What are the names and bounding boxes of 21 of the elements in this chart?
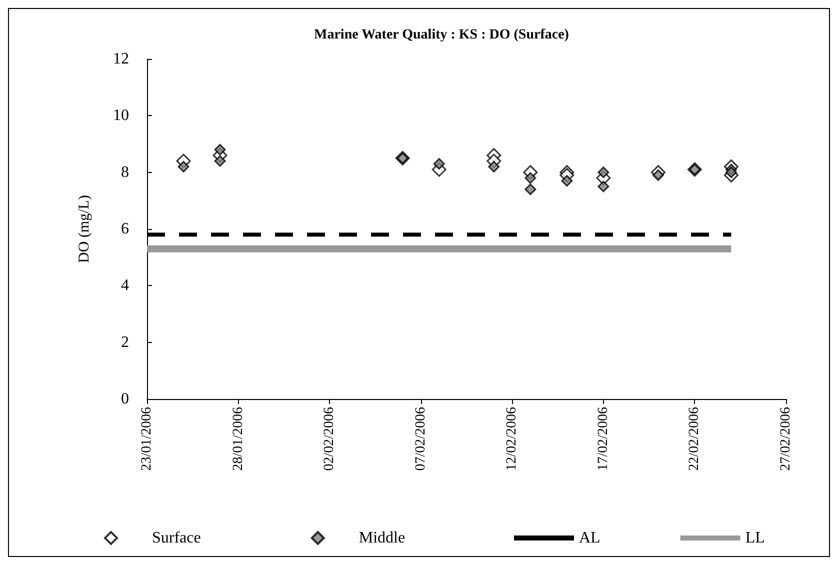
legend-label: LL (745, 530, 765, 546)
y-tick-label: 2 (121, 334, 129, 351)
x-tick-label: 28/01/2006 (230, 407, 246, 471)
legend-label: Middle (358, 530, 406, 546)
x-tick-label: 02/02/2006 (322, 407, 338, 471)
y-tick-label: 6 (121, 220, 129, 238)
y-tick-label: 0 (121, 390, 129, 408)
x-tick-label: 17/02/2006 (596, 407, 611, 471)
x-tick-label: 27/02/2006 (778, 407, 794, 471)
legend-label: AL (579, 530, 600, 546)
y-tick-label: 12 (113, 50, 129, 68)
y-tick-label: 10 (113, 107, 129, 124)
y-tick-label: 4 (121, 277, 129, 294)
x-tick-label: 07/02/2006 (413, 407, 428, 471)
legend-label: Surface (152, 530, 201, 546)
chart-title: Marine Water Quality : KS : DO (Surface) (314, 28, 570, 42)
x-tick-label: 23/01/2006 (140, 407, 154, 471)
x-tick-label: 22/02/2006 (687, 407, 702, 471)
y-axis-title: DO (mg/L) (76, 195, 92, 263)
y-tick-label: 8 (121, 164, 129, 181)
x-tick-label: 12/02/2006 (504, 407, 520, 471)
